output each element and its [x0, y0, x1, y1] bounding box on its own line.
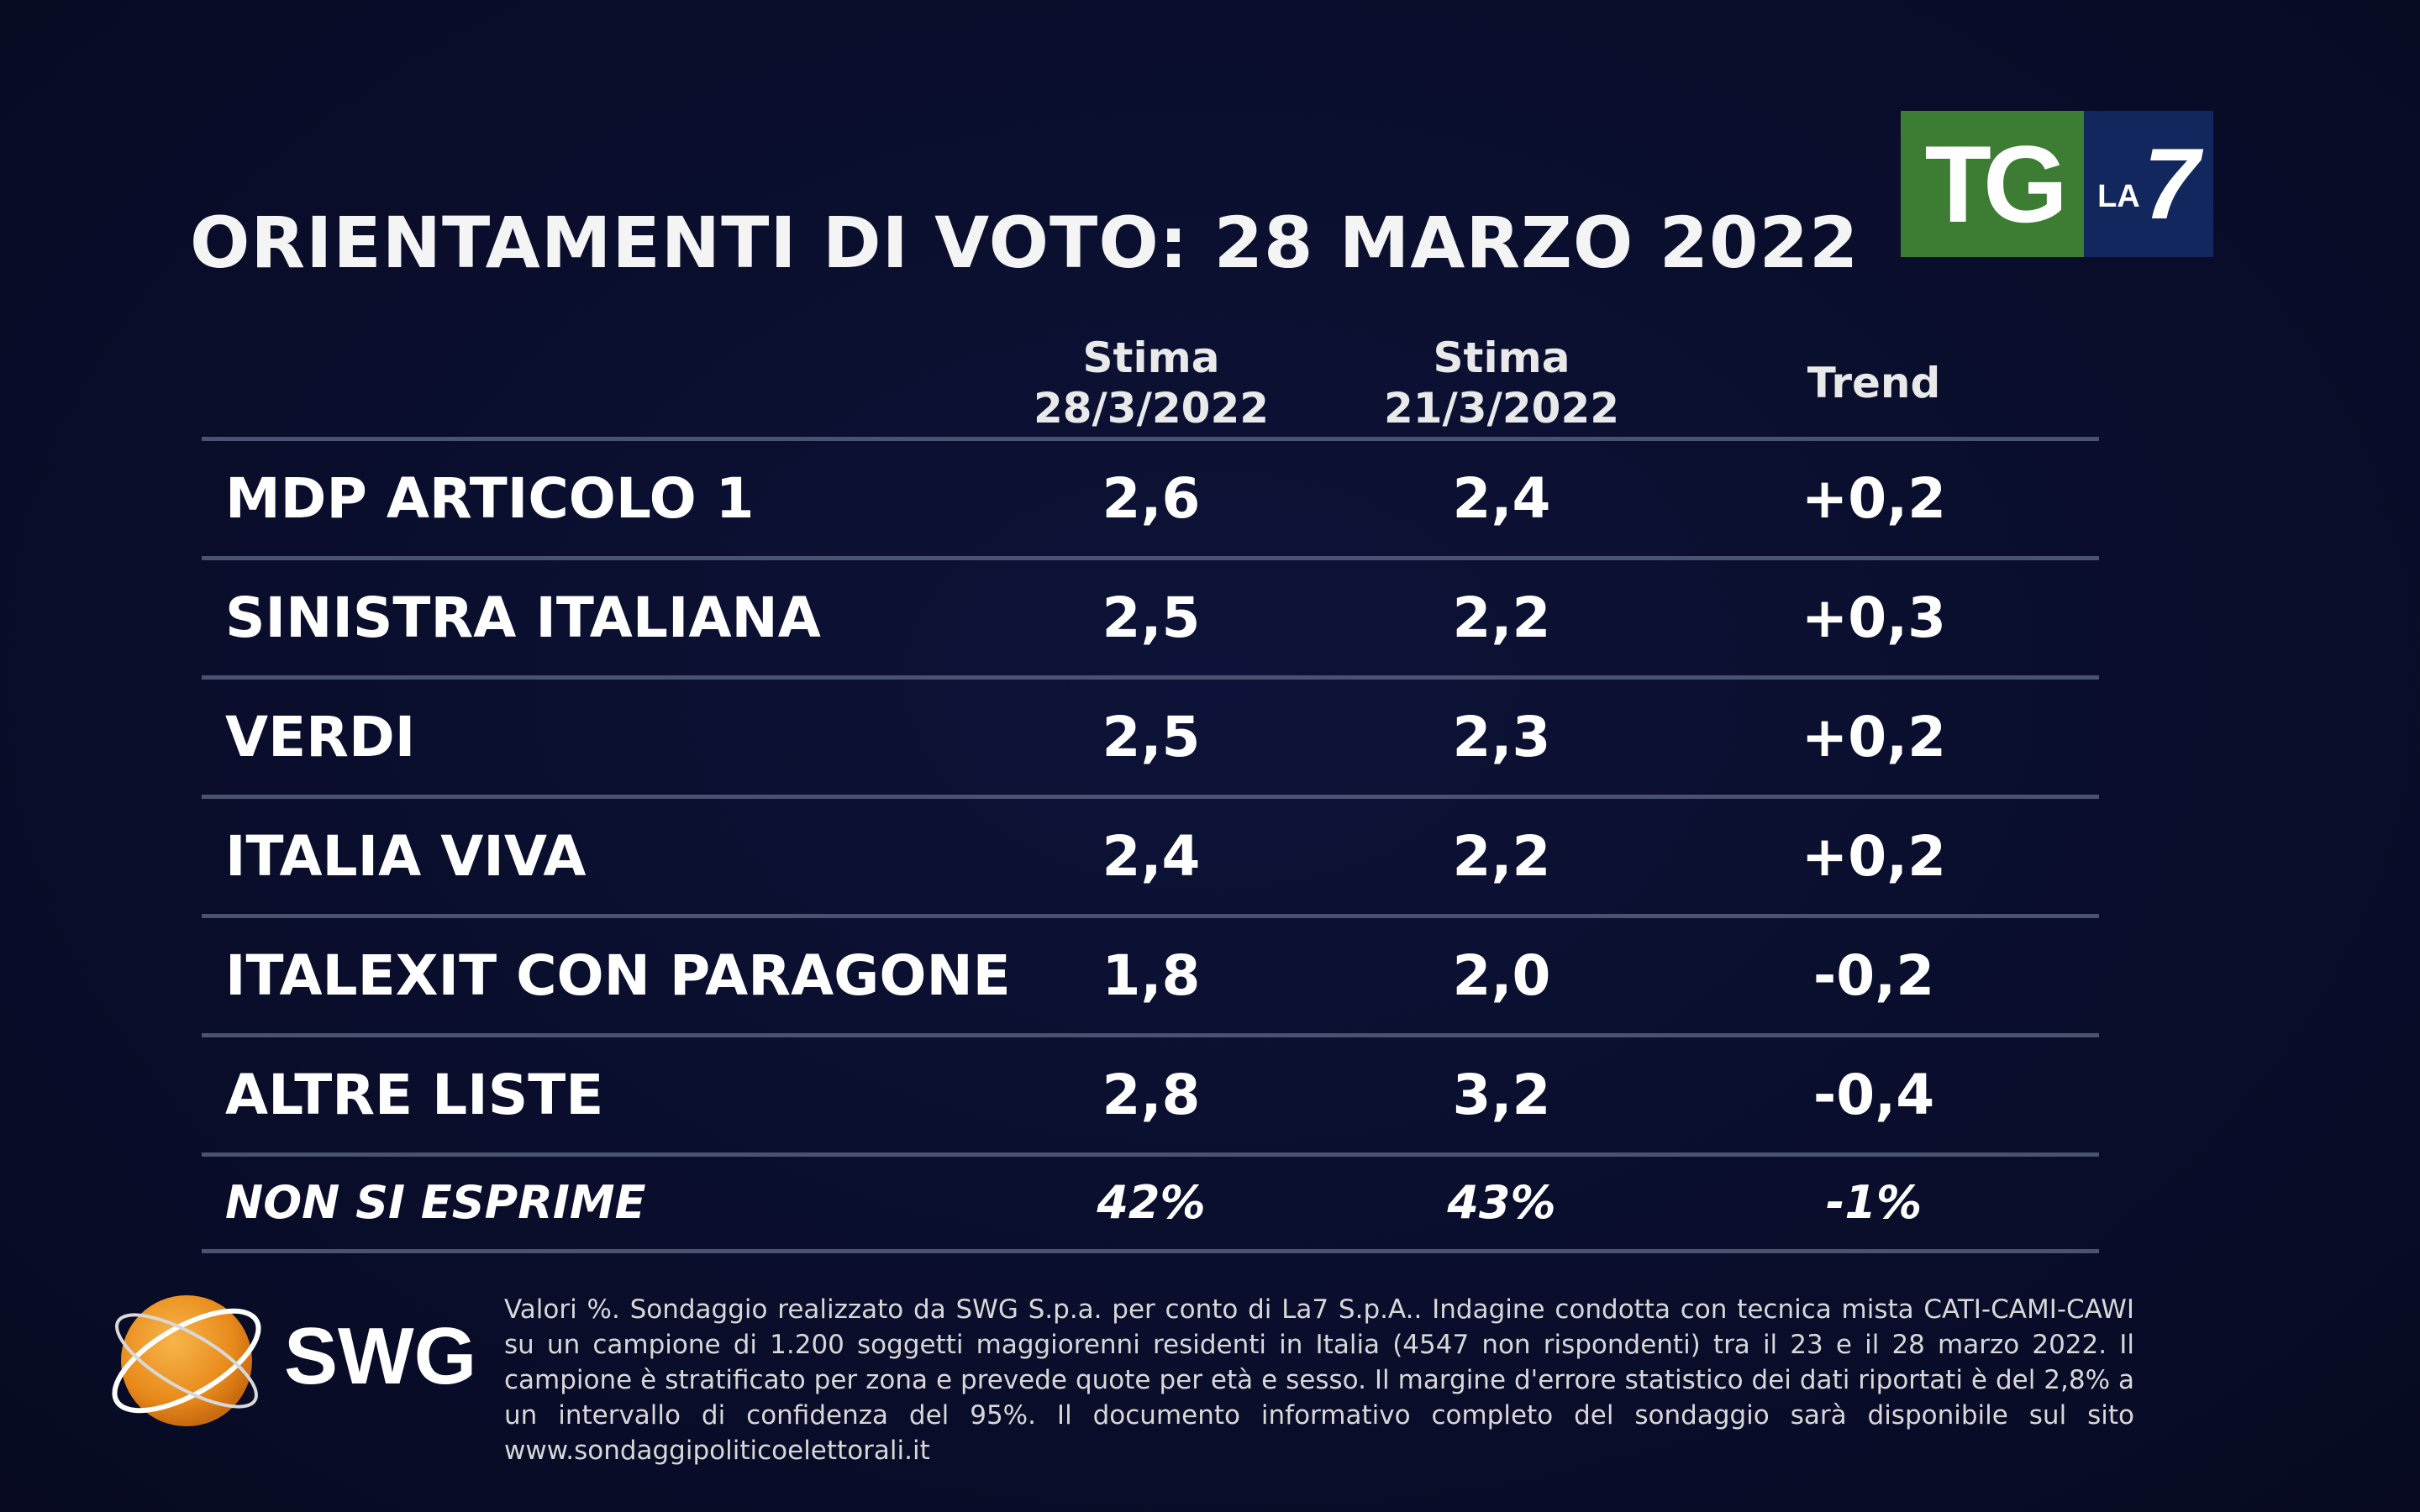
page-title: ORIENTAMENTI DI VOTO: 28 MARZO 2022: [190, 202, 1860, 284]
value-current: 2,8: [1102, 1063, 1201, 1127]
value-current: 2,5: [1102, 705, 1201, 769]
seven-text: 7: [2143, 128, 2200, 240]
table-row: ITALIA VIVA 2,4 2,2 +0,2: [202, 799, 2099, 918]
value-previous: 2,2: [1452, 585, 1551, 650]
table-row: MDP ARTICOLO 1 2,6 2,4 +0,2: [202, 441, 2099, 560]
header-current: Stima 28/3/2022: [899, 333, 1403, 433]
value-trend: +0,2: [1801, 466, 1947, 531]
party-name: SINISTRA ITALIANA: [225, 585, 821, 650]
party-name: ITALEXIT CON PARAGONE: [225, 943, 1011, 1008]
poll-table: Stima 28/3/2022 Stima 21/3/2022 Trend MD…: [202, 328, 2099, 1253]
header-current-line1: Stima: [1082, 333, 1220, 382]
header-trend: Trend: [1622, 358, 2126, 408]
party-name: MDP ARTICOLO 1: [225, 466, 755, 531]
value-previous: 43%: [1447, 1176, 1556, 1229]
tg-logo-text: TG: [1901, 111, 2084, 257]
value-current: 1,8: [1102, 943, 1201, 1008]
value-current: 2,4: [1102, 824, 1201, 889]
value-trend: +0,2: [1801, 705, 1947, 769]
value-previous: 2,4: [1452, 466, 1551, 531]
value-trend: -0,2: [1812, 943, 1935, 1008]
table-row: ITALEXIT CON PARAGONE 1,8 2,0 -0,2: [202, 918, 2099, 1037]
swg-globe-icon: [112, 1295, 261, 1426]
party-name: ITALIA VIVA: [225, 824, 587, 889]
value-previous: 2,2: [1452, 824, 1551, 889]
header-previous-line1: Stima: [1433, 333, 1570, 382]
header-previous-line2: 21/3/2022: [1383, 384, 1620, 433]
value-current: 2,6: [1102, 466, 1201, 531]
table-row: VERDI 2,5 2,3 +0,2: [202, 680, 2099, 799]
non-si-esprime-label: NON SI ESPRIME: [225, 1176, 646, 1229]
value-previous: 2,0: [1452, 943, 1551, 1008]
table-row-non-si-esprime: NON SI ESPRIME 42% 43% -1%: [202, 1157, 2099, 1253]
value-current: 2,5: [1102, 585, 1201, 650]
value-current: 42%: [1097, 1176, 1206, 1229]
party-name: ALTRE LISTE: [225, 1063, 604, 1127]
table-header: Stima 28/3/2022 Stima 21/3/2022 Trend: [202, 328, 2099, 441]
table-row: SINISTRA ITALIANA 2,5 2,2 +0,3: [202, 560, 2099, 680]
tg-la7-logo: TG LA 7: [1901, 111, 2213, 257]
value-trend: -1%: [1825, 1176, 1923, 1229]
value-trend: +0,3: [1801, 585, 1947, 650]
party-name: VERDI: [225, 705, 416, 769]
la-text: LA: [2097, 178, 2140, 214]
value-previous: 2,3: [1452, 705, 1551, 769]
header-current-line2: 28/3/2022: [1033, 384, 1270, 433]
value-trend: +0,2: [1801, 824, 1947, 889]
value-trend: -0,4: [1812, 1063, 1935, 1127]
swg-logo-text: SWG: [284, 1311, 477, 1401]
methodology-footnote: Valori %. Sondaggio realizzato da SWG S.…: [504, 1294, 2134, 1466]
header-trend-line1: Trend: [1807, 359, 1941, 407]
la7-logo-text: LA 7: [2083, 111, 2213, 257]
table-row: ALTRE LISTE 2,8 3,2 -0,4: [202, 1037, 2099, 1157]
header-previous: Stima 21/3/2022: [1249, 333, 1754, 433]
value-previous: 3,2: [1452, 1063, 1551, 1127]
